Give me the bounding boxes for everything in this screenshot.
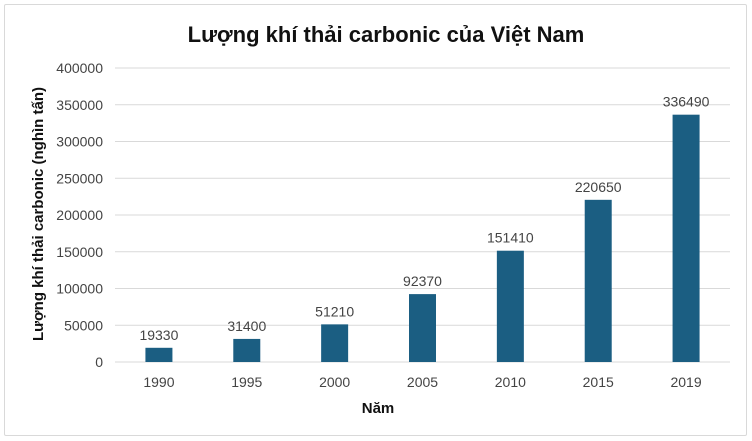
bar-1990	[145, 347, 173, 362]
y-tick-label: 300000	[56, 134, 103, 150]
gridlines	[115, 67, 730, 363]
y-tick-label: 150000	[56, 244, 103, 260]
chart-title: Lượng khí thải carbonic của Việt Nam	[188, 22, 585, 47]
y-tick-label: 50000	[64, 317, 103, 333]
bar-2010	[496, 250, 524, 362]
chart-frame	[4, 4, 747, 436]
data-label-2019: 336490	[663, 94, 710, 110]
x-tick-label-1990: 1990	[143, 374, 174, 390]
bar-2005	[409, 294, 436, 362]
y-tick-label: 100000	[56, 281, 103, 297]
bar-2019	[672, 114, 700, 363]
data-label-2010: 151410	[487, 230, 534, 246]
x-tick-label-2000: 2000	[319, 374, 350, 390]
data-label-2015: 220650	[575, 179, 622, 195]
bar-1995	[233, 338, 261, 362]
x-tick-label-2005: 2005	[407, 374, 438, 390]
x-tick-label-1995: 1995	[231, 374, 262, 390]
x-axis-title: Năm	[362, 400, 395, 417]
y-tick-label: 250000	[56, 170, 103, 186]
y-tick-label: 350000	[56, 97, 103, 113]
x-tick-label-2015: 2015	[583, 374, 614, 390]
data-label-1995: 31400	[227, 318, 266, 334]
bars	[145, 114, 700, 363]
x-axis-ticks: 1990 1995 2000 2005 2010 2015 2019	[143, 374, 702, 390]
y-tick-label: 0	[95, 354, 103, 370]
y-tick-label: 400000	[56, 60, 103, 76]
x-tick-label-2019: 2019	[670, 374, 701, 390]
data-labels: 19330 31400 51210 92370 151410 220650 336490	[139, 94, 709, 343]
y-axis-ticks: 0 50000 100000 150000 200000 250000 300000 3500…	[56, 60, 103, 370]
data-label-1990: 19330	[139, 327, 178, 343]
data-label-2000: 51210	[315, 303, 354, 319]
bar-2015	[584, 199, 612, 362]
x-tick-label-2010: 2010	[495, 374, 526, 390]
bar-2000	[321, 324, 349, 362]
y-tick-label: 200000	[56, 207, 103, 223]
y-axis-title: Lượng khí thải carbonic (nghìn tấn)	[30, 87, 47, 341]
data-label-2005: 92370	[403, 273, 442, 289]
